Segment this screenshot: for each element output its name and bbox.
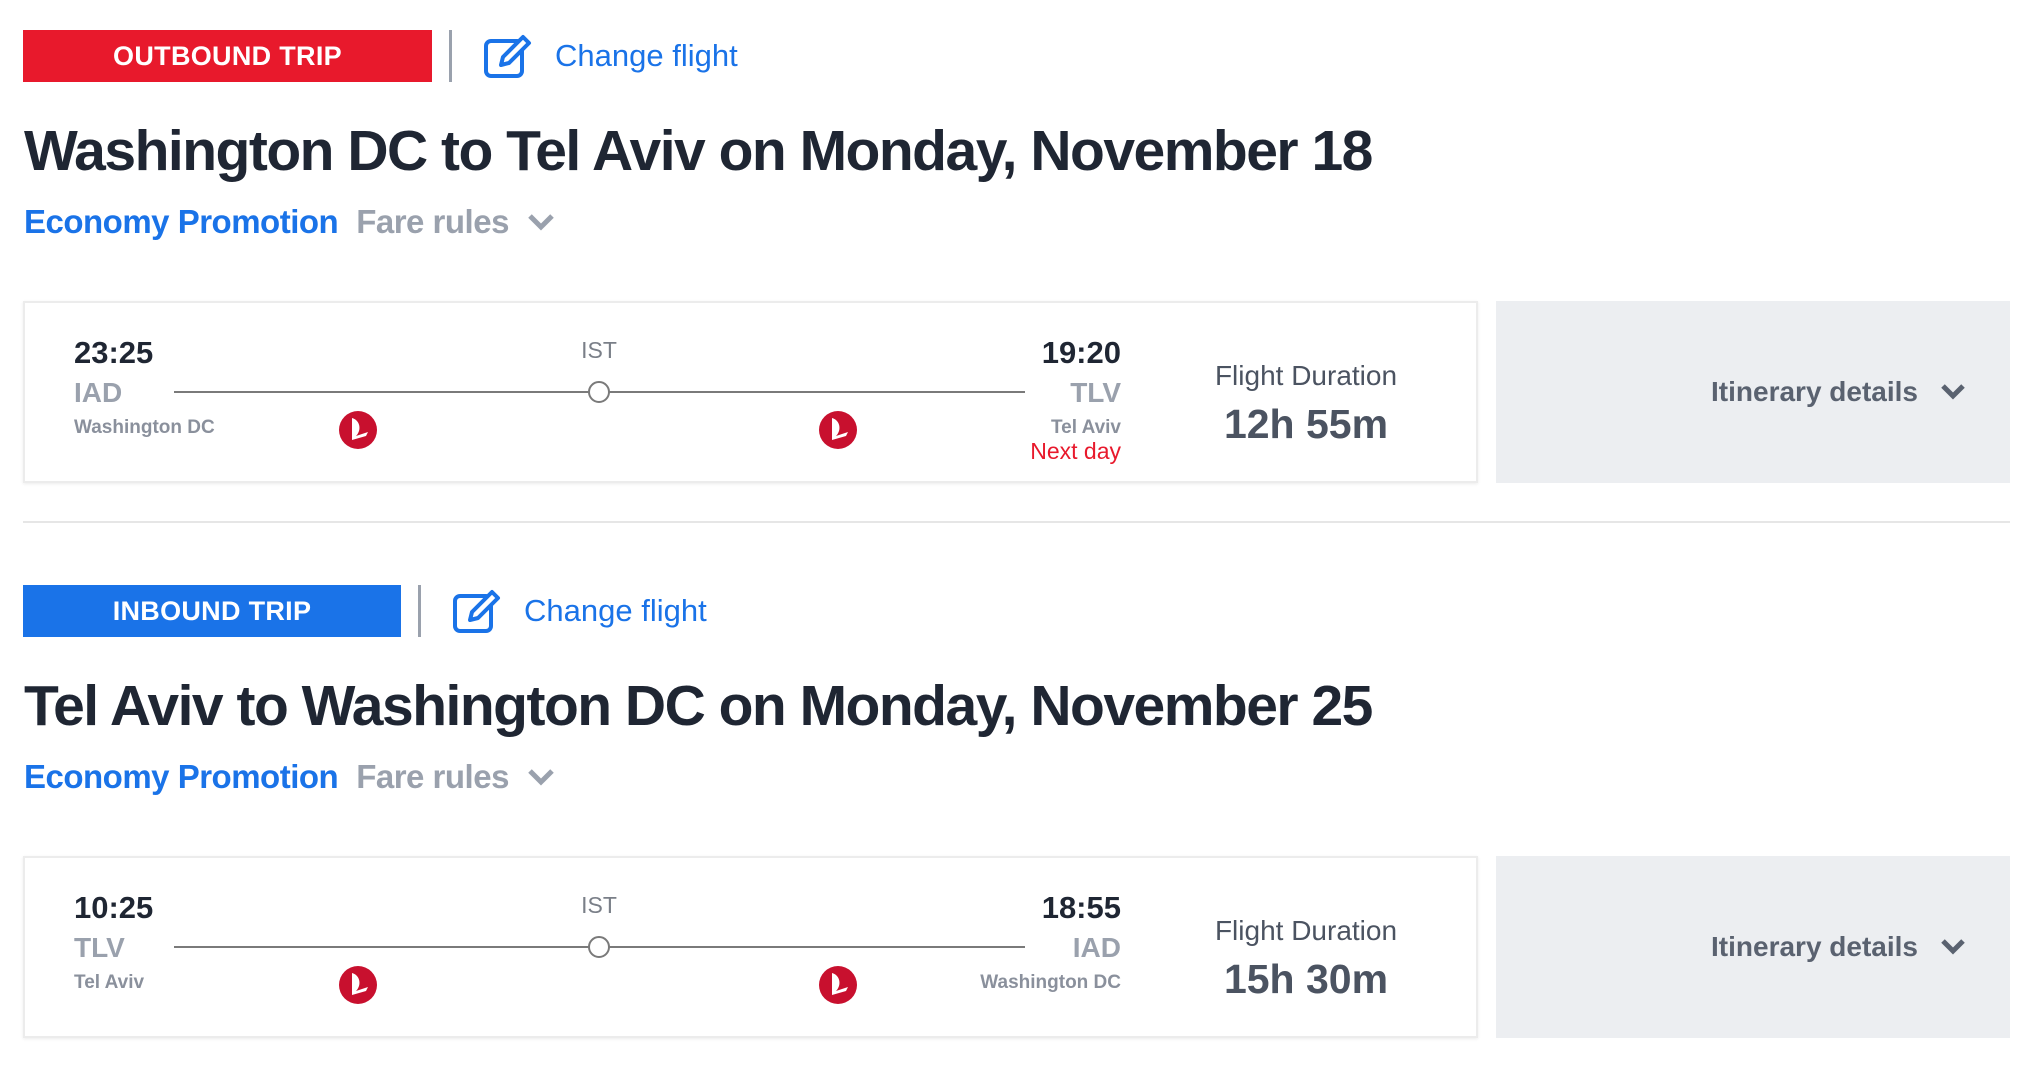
- stopover-marker: [588, 381, 610, 403]
- departure-airport-code: IAD: [74, 377, 123, 408]
- arrival-airport-code: IAD: [1072, 932, 1121, 963]
- fare-class: Economy Promotion: [24, 203, 339, 240]
- stopover-code: IST: [581, 892, 617, 918]
- stopover-code: IST: [581, 337, 617, 363]
- flight-duration: 15h 30m: [1223, 956, 1389, 1002]
- departure-time: 23:25: [74, 335, 154, 370]
- fare-rules-toggle[interactable]: Fare rules: [356, 203, 555, 241]
- arrival-airport-code: TLV: [1070, 377, 1121, 408]
- trip-badge: INBOUND TRIP: [23, 585, 401, 637]
- stopover-marker: [588, 936, 610, 958]
- fare-rules-label: Fare rules: [356, 203, 509, 240]
- flight-card[interactable]: 10:25 TLV Tel Aviv IST 18:55 IAD Washing…: [23, 856, 1478, 1038]
- flight-duration: 12h 55m: [1223, 401, 1389, 447]
- arrival-city: Tel Aviv: [1050, 417, 1121, 438]
- chevron-down-icon: [528, 769, 554, 786]
- itinerary-details-button[interactable]: Itinerary details: [1496, 856, 2010, 1038]
- departure-city: Washington DC: [74, 417, 215, 438]
- trip-section: INBOUND TRIP Change flight Tel Aviv to W…: [0, 555, 2022, 1075]
- next-day-note: Next day: [1030, 438, 1121, 464]
- edit-pencil-icon: [453, 590, 500, 633]
- fare-class: Economy Promotion: [24, 758, 339, 795]
- fare-row: Economy Promotion Fare rules: [24, 203, 555, 241]
- departure-time: 10:25: [74, 890, 154, 925]
- turkish-airlines-logo: [819, 411, 857, 449]
- edit-pencil-icon: [484, 35, 531, 78]
- arrival-city: Washington DC: [980, 972, 1121, 993]
- departure-airport-code: TLV: [74, 932, 125, 963]
- chevron-down-icon: [528, 214, 554, 231]
- fare-rules-toggle[interactable]: Fare rules: [356, 758, 555, 796]
- trip-title: Washington DC to Tel Aviv on Monday, Nov…: [24, 119, 1373, 183]
- itinerary-details-button[interactable]: Itinerary details: [1496, 301, 2010, 483]
- flight-duration-label: Flight Duration: [1214, 360, 1398, 391]
- turkish-airlines-logo: [339, 966, 377, 1004]
- divider: [418, 585, 421, 637]
- arrival-time: 19:20: [1041, 335, 1121, 370]
- arrival-time: 18:55: [1041, 890, 1121, 925]
- trip-badge: OUTBOUND TRIP: [23, 30, 432, 82]
- fare-row: Economy Promotion Fare rules: [24, 758, 555, 796]
- change-flight-label: Change flight: [524, 593, 707, 628]
- chevron-down-icon: [1941, 384, 1965, 400]
- turkish-airlines-logo: [819, 966, 857, 1004]
- trip-title: Tel Aviv to Washington DC on Monday, Nov…: [24, 674, 1373, 738]
- flight-duration-label: Flight Duration: [1214, 915, 1398, 946]
- change-flight-button[interactable]: Change flight: [483, 30, 738, 82]
- flight-card[interactable]: 23:25 IAD Washington DC IST 19:20 TLV Te…: [23, 301, 1478, 483]
- departure-city: Tel Aviv: [74, 972, 145, 993]
- itinerary-details-label: Itinerary details: [1711, 931, 1918, 962]
- fare-rules-label: Fare rules: [356, 758, 509, 795]
- change-flight-button[interactable]: Change flight: [452, 585, 707, 637]
- change-flight-label: Change flight: [555, 38, 738, 73]
- itinerary-details-label: Itinerary details: [1711, 376, 1918, 407]
- trip-section: OUTBOUND TRIP Change flight Washington D…: [0, 0, 2022, 520]
- turkish-airlines-logo: [339, 411, 377, 449]
- divider: [449, 30, 452, 82]
- chevron-down-icon: [1941, 939, 1965, 955]
- section-divider: [23, 521, 2010, 523]
